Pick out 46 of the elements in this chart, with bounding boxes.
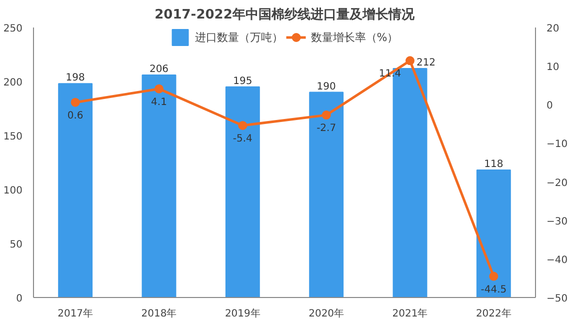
- point: [238, 120, 248, 130]
- data-label: 198: [66, 72, 85, 84]
- y2-tick-label: 0: [546, 100, 553, 112]
- bar: [309, 92, 344, 298]
- y-tick-label: 100: [3, 186, 23, 196]
- point: [322, 110, 331, 120]
- y2-tick-label: −30: [546, 216, 568, 228]
- data-label: -5.4: [232, 133, 252, 144]
- y-tick-label: 0: [16, 294, 23, 304]
- y2-tick-label: −50: [546, 294, 568, 304]
- x-tick-label: 2018年: [141, 308, 177, 320]
- y-tick-label: 250: [3, 24, 23, 34]
- data-label: 0.6: [67, 110, 84, 122]
- y2-tick-label: 10: [546, 62, 560, 74]
- x-tick-label: 2020年: [308, 308, 344, 320]
- data-label: -2.7: [316, 123, 336, 134]
- chart-title: 2017-2022年中国棉纱线进口量及增长情况: [154, 8, 416, 22]
- x-tick-label: 2021年: [392, 308, 428, 320]
- x-tick-label: 2017年: [58, 308, 94, 320]
- data-label: 212: [416, 58, 436, 69]
- point: [70, 98, 80, 107]
- y-tick-label: 50: [10, 240, 23, 250]
- data-label: 206: [149, 64, 169, 76]
- bar: [58, 83, 93, 298]
- data-label: 118: [484, 159, 504, 170]
- data-label: 11.4: [378, 68, 402, 80]
- data-label: 4.1: [151, 96, 167, 108]
- legend-label: 进口数量（万吨）: [194, 30, 283, 44]
- data-label: -44.5: [480, 284, 507, 296]
- bar: [476, 170, 511, 298]
- x-tick-label: 2022年: [476, 308, 512, 320]
- data-label: 190: [316, 81, 336, 92]
- x-tick-label: 2019年: [224, 308, 260, 320]
- y2-tick-label: −10: [546, 139, 568, 150]
- point: [154, 84, 164, 94]
- legend-label: 数量增长率（%）: [310, 30, 398, 44]
- point: [406, 56, 414, 66]
- y-tick-label: 200: [3, 78, 23, 88]
- y-tick-label: 150: [3, 132, 23, 142]
- point: [489, 272, 498, 281]
- y2-tick-label: 20: [546, 24, 560, 34]
- y2-tick-label: −20: [546, 178, 568, 189]
- y2-tick-label: −40: [546, 254, 568, 266]
- bar: [225, 86, 260, 298]
- bar: [142, 74, 176, 298]
- data-label: 195: [233, 76, 252, 87]
